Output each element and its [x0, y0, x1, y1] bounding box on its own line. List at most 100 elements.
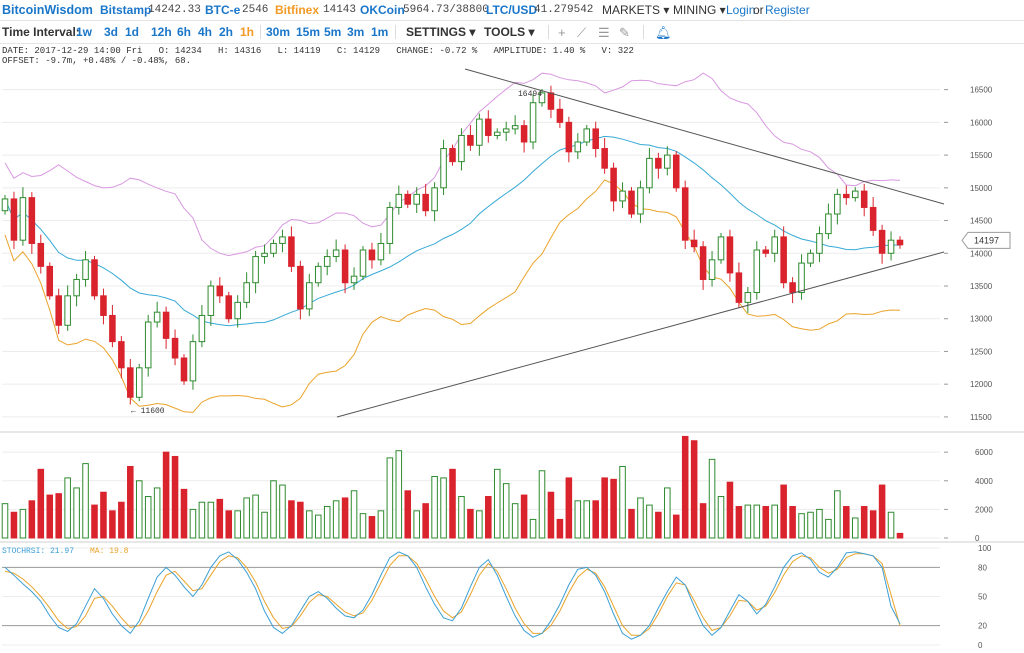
candle-body — [243, 282, 250, 303]
volume-bar — [726, 481, 734, 539]
tools-menu[interactable]: TOOLS ▾ — [484, 25, 535, 39]
volume-bar — [717, 496, 725, 539]
volume-bar — [708, 458, 716, 539]
price-tick-label: 14500 — [970, 217, 993, 226]
volume-bar — [690, 440, 698, 539]
price-tick-label: 15000 — [970, 184, 993, 193]
volume-bar — [350, 490, 358, 539]
volume-bar — [144, 496, 152, 539]
mining-menu[interactable]: MINING ▾ — [673, 3, 726, 17]
candle-body — [646, 157, 653, 189]
candle-body — [359, 249, 367, 277]
price-tick-label: 12000 — [970, 380, 993, 389]
candle-body — [601, 148, 608, 169]
stoch-tick-label: 100 — [978, 544, 992, 553]
markets-menu[interactable]: MARKETS ▾ — [602, 3, 670, 17]
interval-2h[interactable]: 2h — [219, 25, 234, 39]
market-ltcusd[interactable]: LTC/USD — [486, 3, 538, 17]
candle-body — [109, 314, 116, 343]
stoch-tick-label: 80 — [978, 563, 987, 572]
volume-bar — [860, 506, 868, 539]
market-bitfinex[interactable]: Bitfinex — [275, 3, 320, 17]
volume-bar — [109, 510, 116, 539]
low-annotation: ← 11600 — [131, 407, 165, 416]
volume-bar — [556, 518, 564, 539]
candle-body — [118, 341, 125, 369]
volume-bar — [547, 491, 555, 539]
candle-body — [341, 249, 349, 284]
candle-body — [458, 134, 465, 163]
register-link[interactable]: Register — [765, 3, 810, 17]
volume-bar — [887, 511, 895, 539]
trendline-upper — [464, 68, 945, 205]
volume-bar — [55, 493, 62, 539]
price-tick-label: 13500 — [970, 282, 993, 291]
volume-bar — [825, 518, 832, 539]
market-bitstamp-price: 14242.33 — [148, 4, 201, 16]
candle-body — [816, 233, 823, 254]
line-tool-icon[interactable]: ⟋ — [577, 25, 587, 40]
market-bitstamp[interactable]: Bitstamp — [100, 3, 152, 17]
interval-1h[interactable]: 1h — [240, 25, 255, 39]
interval-12h[interactable]: 12h — [151, 25, 172, 39]
interval-5m[interactable]: 5m — [324, 25, 342, 39]
volume-bar — [664, 487, 671, 539]
volume-bar — [189, 508, 197, 539]
interval-1w[interactable]: 1w — [76, 25, 93, 39]
candle-body — [565, 121, 573, 153]
volume-bar — [672, 514, 680, 539]
login-link[interactable]: Login — [726, 3, 756, 17]
interval-4h[interactable]: 4h — [198, 25, 213, 39]
candle-body — [699, 246, 707, 280]
brush-tool-icon[interactable]: ✎ — [619, 25, 630, 40]
candle-body — [19, 197, 27, 241]
candle-body — [610, 167, 617, 202]
volume-bar — [225, 510, 233, 539]
brand-logo[interactable]: BitcoinWisdom — [2, 3, 93, 17]
volume-bar — [341, 497, 349, 539]
offset-info-line: OFFSET: -9.7m, +0.48% / -0.48%, 68. — [2, 56, 192, 66]
interval-30m[interactable]: 30m — [266, 25, 291, 39]
candle-body — [288, 236, 295, 267]
candle-body — [834, 193, 841, 215]
market-ltcusd-price: 41.279542 — [534, 4, 594, 16]
stoch-tick-label: 0 — [978, 641, 983, 650]
volume-bar — [476, 510, 483, 539]
volume-bar — [843, 506, 850, 539]
candle-body — [726, 236, 734, 274]
settings-menu[interactable]: SETTINGS ▾ — [406, 25, 476, 39]
volume-bar — [395, 450, 403, 539]
volume-bar — [834, 490, 841, 539]
volume-bar — [628, 508, 635, 539]
volume-bar — [592, 500, 599, 539]
volume-bar — [520, 494, 528, 539]
market-btce[interactable]: BTC-e — [205, 3, 241, 17]
fib-tool-icon[interactable]: ☰ — [598, 25, 610, 40]
volume-bar — [485, 496, 492, 539]
candle-body — [735, 272, 743, 303]
market-okcoin[interactable]: OKCoin — [360, 3, 405, 17]
candle-body — [485, 118, 492, 136]
volume-bar — [798, 513, 805, 539]
volume-bar — [216, 498, 224, 539]
interval-1m[interactable]: 1m — [371, 25, 389, 39]
crosshair-icon[interactable]: + — [558, 25, 566, 40]
candle-body — [529, 102, 537, 143]
volume-bar — [288, 500, 295, 539]
price-tick-label: 15500 — [970, 151, 993, 160]
candle-body — [851, 190, 859, 199]
interval-6h[interactable]: 6h — [177, 25, 192, 39]
candle-body — [583, 128, 591, 143]
volume-bar — [359, 513, 367, 539]
market-bitfinex-price: 14143 — [323, 4, 357, 16]
interval-3d[interactable]: 3d — [104, 25, 119, 39]
alert-bell-icon[interactable]: 🔔︎ — [655, 25, 672, 40]
candle-body — [896, 239, 904, 246]
interval-15m[interactable]: 15m — [296, 25, 321, 39]
candle-body — [511, 125, 519, 130]
volume-bar — [493, 468, 501, 539]
interval-3m[interactable]: 3m — [347, 25, 365, 39]
interval-1d[interactable]: 1d — [125, 25, 140, 39]
volume-bar — [467, 508, 474, 539]
